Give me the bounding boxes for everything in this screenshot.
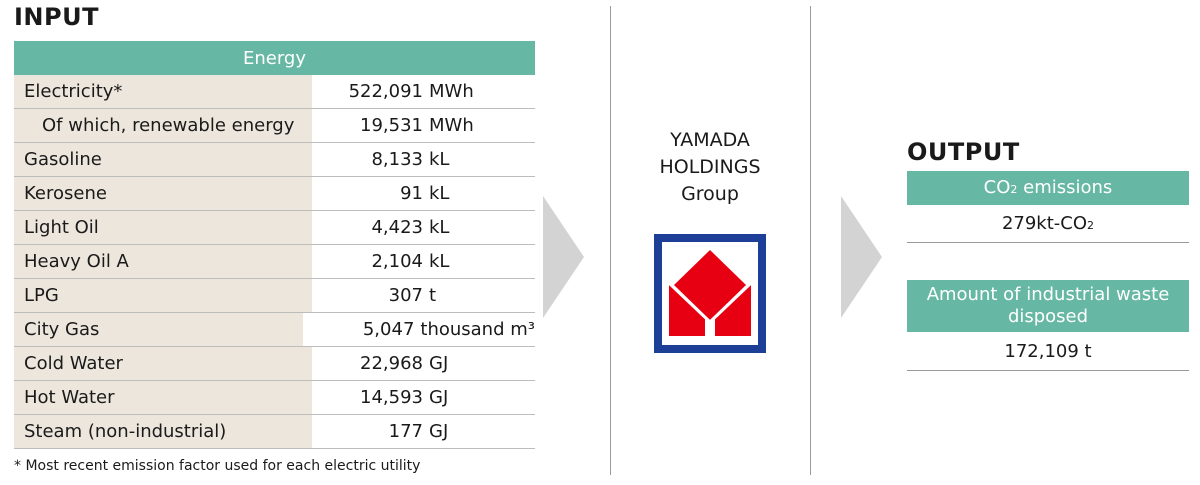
table-row: Light Oil 4,423 kL [14,211,535,245]
row-number: 22,968 [360,353,423,374]
row-number: 2,104 [371,251,423,272]
table-row: Cold Water 22,968 GJ [14,347,535,381]
industrial-waste-header: Amount of industrial waste disposed [907,280,1189,332]
energy-table: Energy Electricity* 522,091 MWh Of which, r… [14,41,535,449]
waste-header-line: Amount of industrial waste [926,284,1170,305]
row-value: 307 t [312,279,535,312]
co2-emissions-value: 279kt-CO 2 [907,205,1189,243]
row-number: 522,091 [348,81,423,102]
row-label: LPG [14,279,312,312]
table-row: City Gas 5,047 thousand m³ [14,313,535,347]
row-label: Steam (non-industrial) [14,415,312,448]
row-number: 307 [388,285,423,306]
table-row: Hot Water 14,593 GJ [14,381,535,415]
waste-header-line: disposed [1007,306,1089,327]
table-row: LPG 307 t [14,279,535,313]
row-unit: t [429,285,437,306]
row-value: 5,047 thousand m³ [303,313,535,346]
row-label: Light Oil [14,211,312,244]
co2-header-subscript: 2 [1010,183,1018,196]
input-title: INPUT [14,3,99,31]
row-label: Hot Water [14,381,312,414]
row-number: 14,593 [360,387,423,408]
company-name-line: YAMADA [670,129,750,151]
row-number: 8,133 [371,149,423,170]
table-row: Electricity* 522,091 MWh [14,75,535,109]
row-number: 91 [400,183,423,204]
energy-table-header: Energy [14,41,535,75]
company-name-line: Group [681,183,739,205]
row-number: 5,047 [362,319,415,340]
row-unit: GJ [429,387,449,408]
divider-left [610,6,611,475]
arrow-right-icon [841,196,882,318]
row-value: 22,968 GJ [312,347,535,380]
table-row: Of which, renewable energy 19,531 MWh [14,109,535,143]
footnote: * Most recent emission factor used for e… [14,458,421,474]
row-unit: GJ [429,421,449,442]
row-number: 4,423 [371,217,423,238]
row-label: Of which, renewable energy [14,109,312,142]
row-value: 522,091 MWh [312,75,535,108]
row-label: City Gas [14,313,304,346]
co2-emissions-header: CO 2 emissions [907,171,1189,205]
row-value: 14,593 GJ [312,381,535,414]
industrial-waste-value: 172,109 t [907,332,1189,371]
row-number: 19,531 [360,115,423,136]
co2-header-suffix: emissions [1017,177,1113,198]
company-name-line: HOLDINGS [659,156,761,178]
row-label: Kerosene [14,177,312,210]
row-value: 4,423 kL [312,211,535,244]
row-unit: kL [429,149,450,170]
co2-value-subscript: 2 [1087,219,1095,232]
co2-value-prefix: 279kt-CO [1001,213,1088,234]
row-unit: GJ [429,353,449,374]
row-label: Cold Water [14,347,312,380]
row-value: 2,104 kL [312,245,535,278]
row-value: 91 kL [312,177,535,210]
row-label: Heavy Oil A [14,245,312,278]
row-unit: MWh [429,81,474,102]
row-unit: kL [429,217,450,238]
divider-right [810,6,811,475]
row-value: 19,531 MWh [312,109,535,142]
table-row: Kerosene 91 kL [14,177,535,211]
row-number: 177 [388,421,423,442]
row-label: Gasoline [14,143,312,176]
arrow-right-icon [543,196,584,318]
co2-header-prefix: CO [983,177,1011,198]
table-row: Gasoline 8,133 kL [14,143,535,177]
company-name: YAMADA HOLDINGS Group [611,127,809,208]
row-unit: kL [429,251,450,272]
yamada-logo-icon [654,234,766,353]
table-row: Heavy Oil A 2,104 kL [14,245,535,279]
row-unit: MWh [429,115,474,136]
row-unit: kL [429,183,450,204]
row-value: 8,133 kL [312,143,535,176]
output-title: OUTPUT [907,138,1020,166]
row-unit: thousand m³ [420,319,535,340]
table-row: Steam (non-industrial) 177 GJ [14,415,535,449]
row-label: Electricity* [14,75,312,108]
row-value: 177 GJ [312,415,535,448]
